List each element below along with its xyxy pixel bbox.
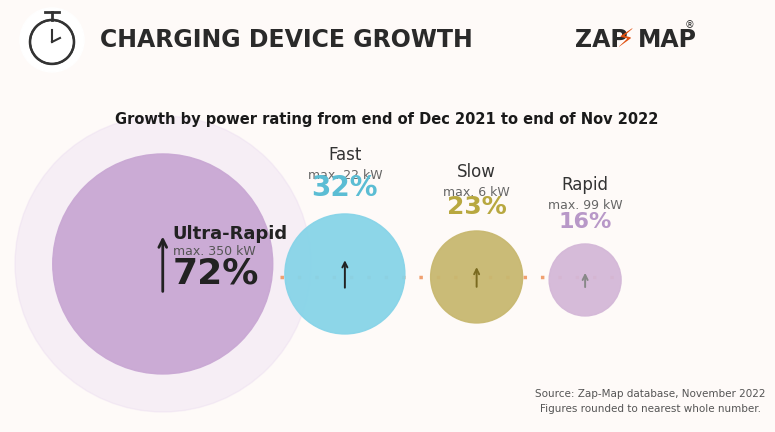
Circle shape: [15, 116, 311, 412]
Text: Ultra-Rapid: Ultra-Rapid: [173, 225, 288, 243]
Circle shape: [549, 244, 621, 316]
Text: max. 99 kW: max. 99 kW: [548, 199, 622, 212]
Text: max. 6 kW: max. 6 kW: [443, 186, 510, 199]
Text: ZAP: ZAP: [575, 28, 628, 52]
Text: 16%: 16%: [559, 212, 611, 232]
Text: 72%: 72%: [173, 257, 259, 291]
Text: MAP: MAP: [638, 28, 697, 52]
Text: ®: ®: [685, 20, 694, 30]
Text: max. 22 kW: max. 22 kW: [308, 169, 382, 182]
Circle shape: [20, 8, 84, 72]
Text: Source: Zap-Map database, November 2022
Figures rounded to nearest whole number.: Source: Zap-Map database, November 2022 …: [535, 389, 765, 414]
Circle shape: [431, 231, 522, 323]
Text: Slow: Slow: [457, 163, 496, 181]
Text: 32%: 32%: [312, 174, 378, 202]
Circle shape: [285, 214, 405, 334]
Text: Rapid: Rapid: [562, 176, 608, 194]
Text: CHARGING DEVICE GROWTH: CHARGING DEVICE GROWTH: [100, 28, 473, 52]
Text: Growth by power rating from end of Dec 2021 to end of Nov 2022: Growth by power rating from end of Dec 2…: [115, 112, 659, 127]
Text: 23%: 23%: [446, 195, 507, 219]
Circle shape: [30, 20, 74, 64]
Text: max. 350 kW: max. 350 kW: [173, 245, 256, 258]
Text: ⚡: ⚡: [617, 28, 635, 52]
Text: Fast: Fast: [328, 146, 362, 164]
Circle shape: [53, 154, 273, 374]
